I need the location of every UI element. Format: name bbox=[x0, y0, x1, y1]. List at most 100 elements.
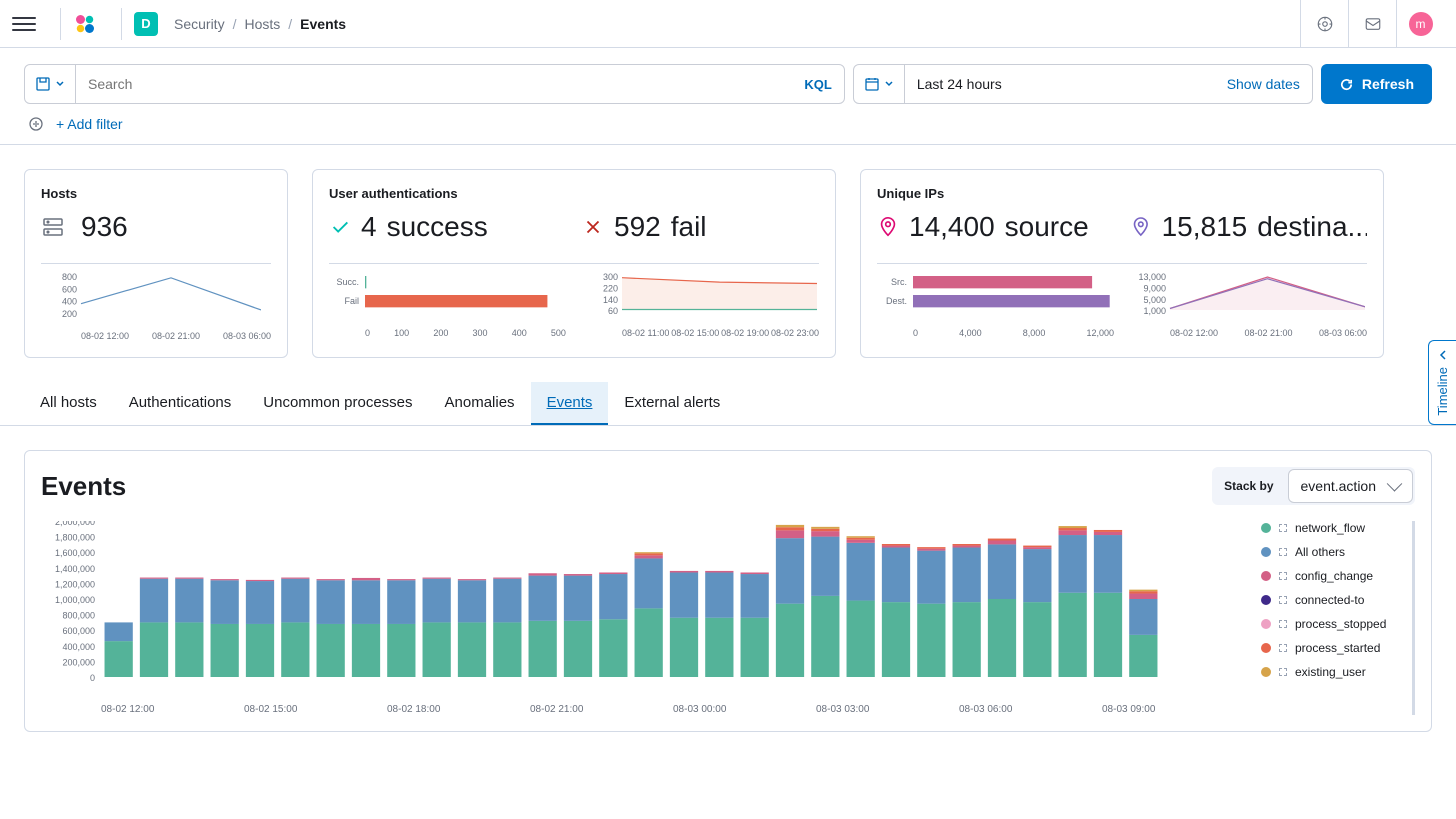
svg-text:60: 60 bbox=[608, 306, 618, 316]
timeline-label: Timeline bbox=[1435, 367, 1450, 416]
map-pin-icon bbox=[877, 216, 899, 238]
auth-bar-chart: Succ.Fail0100200300400500 bbox=[329, 272, 566, 338]
legend-item[interactable]: All others bbox=[1261, 545, 1406, 559]
card-title: User authentications bbox=[329, 186, 819, 201]
legend-item[interactable]: existing_user bbox=[1261, 665, 1406, 679]
auth-line-chart: 3002201406008-02 11:0008-02 15:0008-02 1… bbox=[582, 272, 819, 338]
svg-text:Dest.: Dest. bbox=[886, 296, 907, 306]
chevron-left-icon bbox=[1437, 349, 1449, 361]
filter-icon[interactable] bbox=[28, 116, 44, 132]
date-quick-select[interactable] bbox=[854, 65, 905, 103]
stack-by-label: Stack by bbox=[1212, 469, 1285, 503]
storage-icon bbox=[41, 215, 65, 239]
refresh-button[interactable]: Refresh bbox=[1321, 64, 1432, 104]
breadcrumb: Security / Hosts / Events bbox=[174, 16, 346, 32]
hosts-card: Hosts 936 80060040020008-02 12:0008-02 2… bbox=[24, 169, 288, 358]
stack-by-select[interactable]: event.action bbox=[1288, 469, 1414, 503]
auth-success-label: success bbox=[387, 211, 488, 243]
hosts-value: 936 bbox=[81, 211, 128, 243]
events-title: Events bbox=[41, 471, 126, 502]
auth-card: User authentications 4 success 592 fail … bbox=[312, 169, 836, 358]
elastic-logo-icon[interactable] bbox=[73, 12, 97, 36]
tab-uncommon-processes[interactable]: Uncommon processes bbox=[247, 382, 428, 425]
refresh-label: Refresh bbox=[1362, 76, 1414, 92]
events-panel: Events Stack by event.action 2,000,000 1,… bbox=[24, 450, 1432, 732]
search-input[interactable] bbox=[76, 65, 792, 103]
tab-authentications[interactable]: Authentications bbox=[113, 382, 248, 425]
space-selector[interactable]: D bbox=[134, 12, 158, 36]
svg-text:800,000: 800,000 bbox=[62, 611, 95, 621]
nav-toggle[interactable] bbox=[12, 12, 36, 36]
legend-item[interactable]: network_flow bbox=[1261, 521, 1406, 535]
hosts-sparkline: 80060040020008-02 12:0008-02 21:0008-03 … bbox=[41, 272, 271, 341]
svg-text:1,600,000: 1,600,000 bbox=[55, 548, 95, 558]
svg-text:220: 220 bbox=[603, 283, 618, 293]
events-bar-chart: 2,000,000 1,800,000 1,600,000 1,400,000 1,20… bbox=[41, 521, 1245, 715]
svg-text:13,000: 13,000 bbox=[1138, 272, 1166, 282]
map-pin-icon bbox=[1130, 216, 1152, 238]
svg-text:0: 0 bbox=[90, 673, 95, 683]
tab-external-alerts[interactable]: External alerts bbox=[608, 382, 736, 425]
svg-text:Src.: Src. bbox=[891, 277, 907, 287]
check-icon bbox=[329, 216, 351, 238]
card-title: Unique IPs bbox=[877, 186, 1367, 201]
breadcrumb-current: Events bbox=[300, 16, 346, 32]
auth-fail-label: fail bbox=[671, 211, 707, 243]
events-legend: network_flow All others config_changeconne… bbox=[1245, 521, 1415, 715]
user-menu[interactable]: m bbox=[1396, 0, 1444, 48]
svg-text:9,000: 9,000 bbox=[1143, 283, 1166, 293]
breadcrumb-item[interactable]: Hosts bbox=[244, 16, 280, 32]
ips-source-label: source bbox=[1005, 211, 1089, 243]
breadcrumb-sep: / bbox=[288, 16, 292, 32]
breadcrumb-item[interactable]: Security bbox=[174, 16, 225, 32]
svg-text:5,000: 5,000 bbox=[1143, 295, 1166, 305]
ips-card: Unique IPs 14,400 source 15,815 destina.… bbox=[860, 169, 1384, 358]
date-range-display[interactable]: Last 24 hours bbox=[905, 65, 1215, 103]
avatar: m bbox=[1409, 12, 1433, 36]
svg-text:600,000: 600,000 bbox=[62, 626, 95, 636]
show-dates-button[interactable]: Show dates bbox=[1215, 65, 1312, 103]
svg-text:200: 200 bbox=[62, 309, 77, 319]
svg-text:400,000: 400,000 bbox=[62, 642, 95, 652]
saved-query-menu[interactable] bbox=[25, 65, 76, 103]
query-language-switcher[interactable]: KQL bbox=[792, 65, 843, 103]
svg-text:140: 140 bbox=[603, 295, 618, 305]
legend-item[interactable]: process_started bbox=[1261, 641, 1406, 655]
svg-text:1,400,000: 1,400,000 bbox=[55, 564, 95, 574]
svg-text:600: 600 bbox=[62, 284, 77, 294]
legend-item[interactable]: connected-to bbox=[1261, 593, 1406, 607]
ips-dest-label: destina... bbox=[1257, 211, 1367, 243]
tab-all-hosts[interactable]: All hosts bbox=[24, 382, 113, 425]
breadcrumb-sep: / bbox=[233, 16, 237, 32]
ips-bar-chart: Src.Dest.04,0008,00012,000 bbox=[877, 272, 1114, 338]
stack-by-control: Stack by event.action bbox=[1212, 467, 1415, 505]
svg-text:1,200,000: 1,200,000 bbox=[55, 579, 95, 589]
svg-text:400: 400 bbox=[62, 297, 77, 307]
svg-text:Fail: Fail bbox=[344, 296, 359, 306]
svg-text:1,000,000: 1,000,000 bbox=[55, 595, 95, 605]
tab-events[interactable]: Events bbox=[531, 382, 609, 425]
ips-source-value: 14,400 bbox=[909, 211, 995, 243]
help-icon[interactable] bbox=[1300, 0, 1348, 48]
svg-text:2,000,000: 2,000,000 bbox=[55, 521, 95, 527]
svg-text:1,800,000: 1,800,000 bbox=[55, 533, 95, 543]
card-title: Hosts bbox=[41, 186, 271, 201]
svg-text:200,000: 200,000 bbox=[62, 657, 95, 667]
ips-line-chart: 13,0009,0005,0001,00008-02 12:0008-02 21… bbox=[1130, 272, 1367, 338]
tab-anomalies[interactable]: Anomalies bbox=[429, 382, 531, 425]
divider bbox=[60, 8, 61, 40]
svg-text:800: 800 bbox=[62, 272, 77, 282]
auth-fail-value: 592 bbox=[614, 211, 661, 243]
ips-dest-value: 15,815 bbox=[1162, 211, 1248, 243]
legend-item[interactable]: process_stopped bbox=[1261, 617, 1406, 631]
newsfeed-icon[interactable] bbox=[1348, 0, 1396, 48]
auth-success-value: 4 bbox=[361, 211, 377, 243]
add-filter-button[interactable]: + Add filter bbox=[56, 116, 123, 132]
tabs: All hostsAuthenticationsUncommon process… bbox=[0, 382, 1456, 426]
timeline-flyout-toggle[interactable]: Timeline bbox=[1428, 340, 1456, 425]
divider bbox=[121, 8, 122, 40]
svg-text:1,000: 1,000 bbox=[1143, 306, 1166, 316]
legend-item[interactable]: config_change bbox=[1261, 569, 1406, 583]
cross-icon bbox=[582, 216, 604, 238]
svg-text:Succ.: Succ. bbox=[336, 277, 359, 287]
